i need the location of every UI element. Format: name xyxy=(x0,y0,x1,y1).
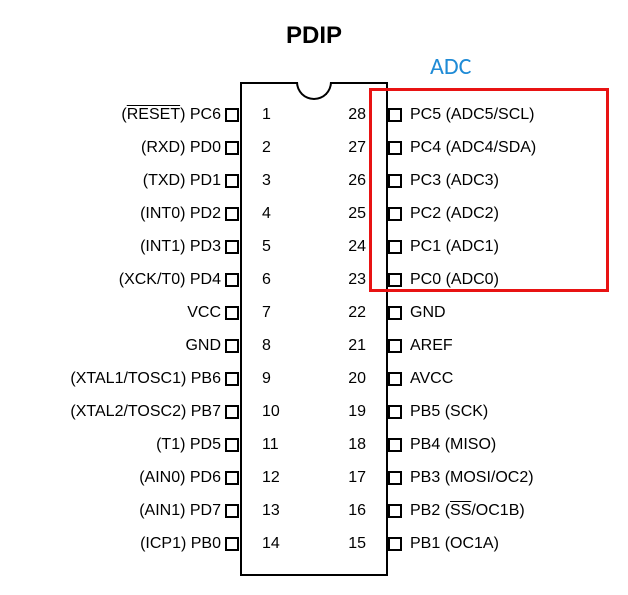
pin-box xyxy=(388,306,402,320)
pin-box xyxy=(225,504,239,518)
pin-number: 4 xyxy=(256,205,280,223)
pin-label: PB4 (MISO) xyxy=(406,436,500,454)
pin-label: (AIN0) PD6 xyxy=(135,469,225,487)
pin-label: (INT1) PD3 xyxy=(136,238,225,256)
pin-box xyxy=(225,141,239,155)
pin-box xyxy=(225,108,239,122)
pin-label: PC3 (ADC3) xyxy=(406,172,503,190)
pin-box xyxy=(388,405,402,419)
overline-text: RESET xyxy=(127,106,180,123)
pin-number: 16 xyxy=(342,502,372,520)
pin-number: 6 xyxy=(256,271,280,289)
pin-box xyxy=(225,405,239,419)
pin-box xyxy=(388,207,402,221)
pin-number: 23 xyxy=(342,271,372,289)
pin-label: (RESET) PC6 xyxy=(117,106,225,124)
pin-number: 10 xyxy=(256,403,286,421)
pin-label: (TXD) PD1 xyxy=(139,172,225,190)
pin-number: 3 xyxy=(256,172,280,190)
chip-notch xyxy=(296,82,332,100)
pin-number: 11 xyxy=(256,436,285,454)
pin-label: GND xyxy=(406,304,450,322)
adc-annotation: ADC xyxy=(430,52,471,81)
pin-label: (INT0) PD2 xyxy=(136,205,225,223)
pin-number: 21 xyxy=(342,337,372,355)
pin-label: PB1 (OC1A) xyxy=(406,535,503,553)
pin-label: VCC xyxy=(183,304,225,322)
pin-number: 13 xyxy=(256,502,286,520)
pin-box xyxy=(225,438,239,452)
pin-label: PC4 (ADC4/SDA) xyxy=(406,139,540,157)
pin-box xyxy=(388,504,402,518)
pin-number: 26 xyxy=(342,172,372,190)
pin-number: 5 xyxy=(256,238,280,256)
pin-box xyxy=(388,174,402,188)
pin-box xyxy=(388,537,402,551)
pin-number: 8 xyxy=(256,337,280,355)
pin-box xyxy=(225,306,239,320)
pin-number: 18 xyxy=(342,436,372,454)
overline-text: SS xyxy=(450,502,471,519)
pin-box xyxy=(225,174,239,188)
pin-number: 22 xyxy=(342,304,372,322)
pin-number: 2 xyxy=(256,139,280,157)
pin-box xyxy=(388,141,402,155)
pin-box xyxy=(388,108,402,122)
pin-label: (T1) PD5 xyxy=(152,436,225,454)
package-title: PDIP xyxy=(286,22,342,50)
pin-label: AVCC xyxy=(406,370,457,388)
pin-label: PB2 (SS/OC1B) xyxy=(406,502,529,520)
pin-box xyxy=(225,240,239,254)
pin-number: 7 xyxy=(256,304,280,322)
pin-box xyxy=(225,207,239,221)
pin-number: 27 xyxy=(342,139,372,157)
pin-number: 20 xyxy=(342,370,372,388)
pin-box xyxy=(225,537,239,551)
pin-label: PC2 (ADC2) xyxy=(406,205,503,223)
pin-number: 24 xyxy=(342,238,372,256)
pin-box xyxy=(388,438,402,452)
pin-label: (XTAL1/TOSC1) PB6 xyxy=(66,370,225,388)
pin-label: PC5 (ADC5/SCL) xyxy=(406,106,538,124)
pin-number: 1 xyxy=(256,106,280,124)
pin-box xyxy=(388,471,402,485)
pin-box xyxy=(225,273,239,287)
pin-label: AREF xyxy=(406,337,457,355)
pin-label: GND xyxy=(181,337,225,355)
pin-label: PC0 (ADC0) xyxy=(406,271,503,289)
pin-number: 15 xyxy=(342,535,372,553)
pin-number: 14 xyxy=(256,535,286,553)
pin-number: 19 xyxy=(342,403,372,421)
pin-box xyxy=(388,273,402,287)
pin-label: (AIN1) PD7 xyxy=(135,502,225,520)
pin-label: (XCK/T0) PD4 xyxy=(115,271,225,289)
pin-number: 25 xyxy=(342,205,372,223)
pin-box xyxy=(388,339,402,353)
pin-label: (ICP1) PB0 xyxy=(136,535,225,553)
pin-box xyxy=(388,372,402,386)
pin-label: (XTAL2/TOSC2) PB7 xyxy=(66,403,225,421)
pin-box xyxy=(388,240,402,254)
pin-number: 12 xyxy=(256,469,286,487)
pin-box xyxy=(225,339,239,353)
pin-number: 9 xyxy=(256,370,280,388)
pin-number: 17 xyxy=(342,469,372,487)
pin-label: PB3 (MOSI/OC2) xyxy=(406,469,538,487)
pin-label: PC1 (ADC1) xyxy=(406,238,503,256)
pin-number: 28 xyxy=(342,106,372,124)
pin-label: (RXD) PD0 xyxy=(137,139,225,157)
pin-label: PB5 (SCK) xyxy=(406,403,492,421)
pin-box xyxy=(225,372,239,386)
pin-box xyxy=(225,471,239,485)
